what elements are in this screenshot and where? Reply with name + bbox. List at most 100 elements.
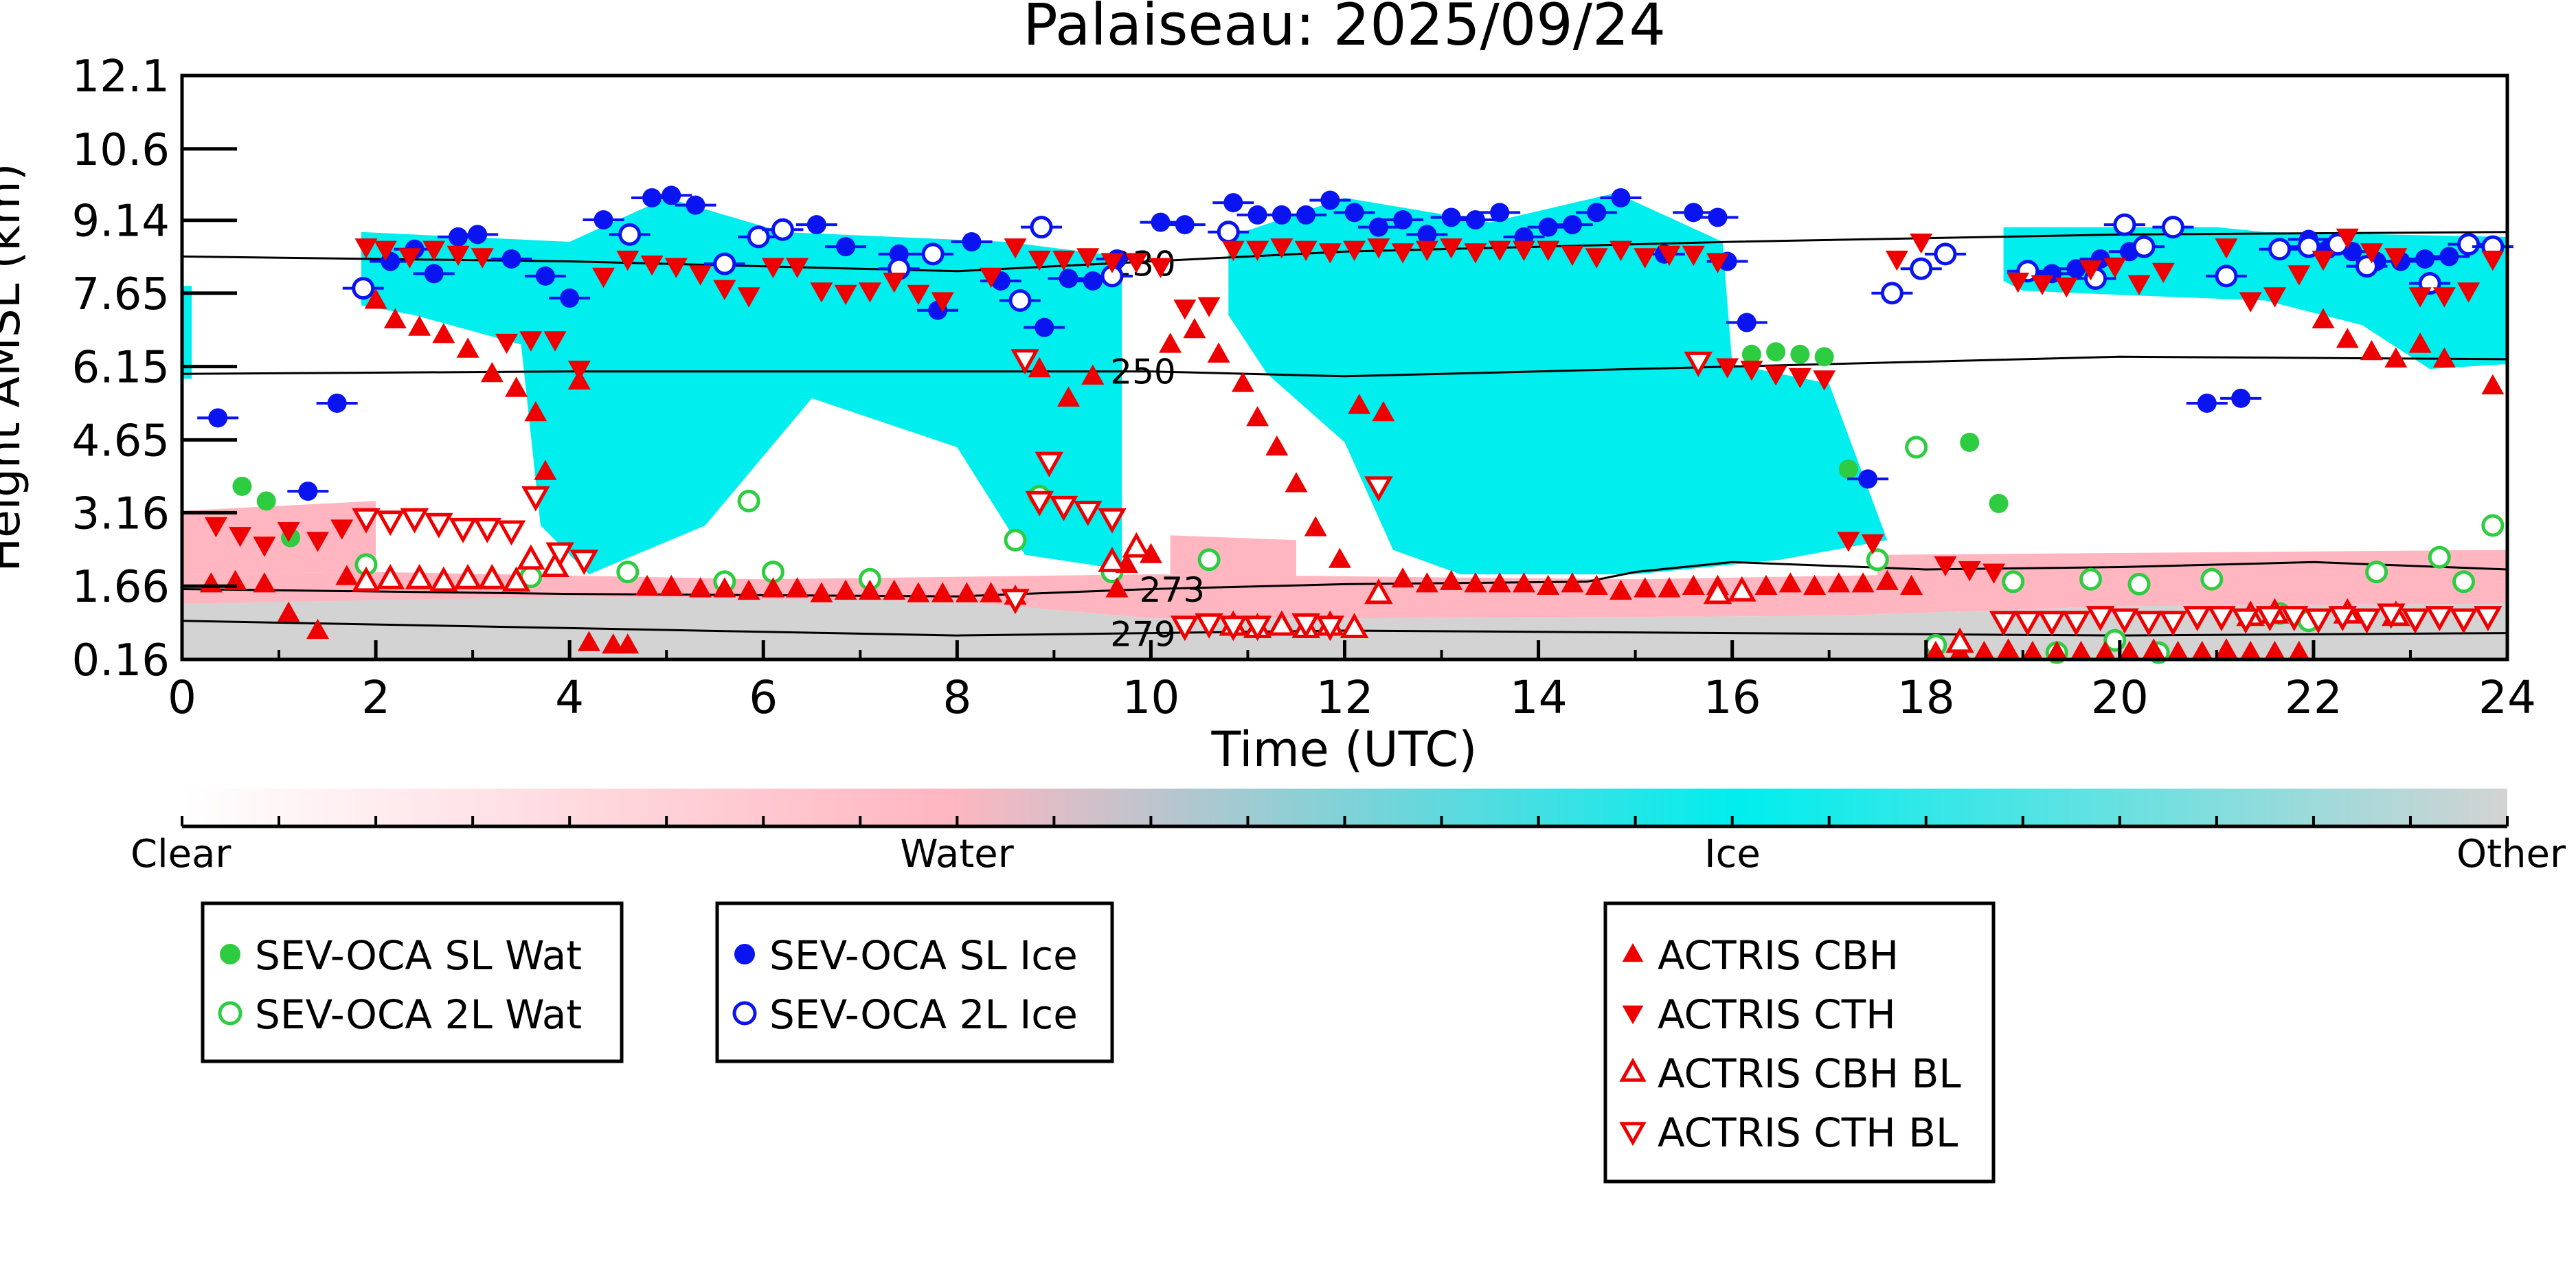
data-point bbox=[836, 237, 856, 257]
data-point bbox=[1851, 572, 1875, 593]
colorbar-label-water: Water bbox=[900, 832, 1015, 877]
data-point bbox=[2079, 567, 2103, 591]
data-point bbox=[594, 210, 613, 230]
x-tick-label: 8 bbox=[942, 671, 971, 724]
data-point bbox=[567, 361, 591, 381]
data-point bbox=[2377, 603, 2406, 629]
data-point bbox=[1441, 207, 1461, 227]
y-axis: 0.16 1.66 3.16 4.65 6.15 7.65 9.14 10.6 12.1 bbox=[72, 52, 237, 686]
data-point bbox=[2263, 287, 2286, 308]
data-point bbox=[1945, 627, 1974, 653]
legend-label: ACTRIS CTH bbox=[1658, 991, 1896, 1038]
data-point bbox=[2197, 393, 2217, 413]
data-point bbox=[1052, 250, 1075, 271]
data-point bbox=[1025, 490, 1054, 517]
data-point bbox=[1934, 556, 1957, 577]
data-point bbox=[497, 520, 526, 546]
data-point bbox=[256, 491, 276, 511]
legend-frame bbox=[715, 901, 1114, 1063]
data-point bbox=[1609, 240, 1632, 261]
data-point bbox=[1125, 253, 1148, 273]
x-tick-label: 14 bbox=[1510, 671, 1568, 724]
data-point bbox=[931, 292, 954, 313]
data-point bbox=[1291, 613, 1320, 639]
data-point bbox=[545, 542, 574, 568]
data-point bbox=[1247, 205, 1267, 225]
y-tick-label: 3.16 bbox=[72, 488, 170, 539]
data-point bbox=[806, 215, 826, 235]
data-point bbox=[2086, 606, 2115, 631]
data-point bbox=[477, 563, 507, 589]
legend-marker bbox=[1622, 942, 1644, 962]
legend-label: ACTRIS CBH BL bbox=[1658, 1050, 1961, 1097]
data-point bbox=[2425, 606, 2454, 631]
data-point bbox=[1340, 613, 1369, 638]
data-point bbox=[208, 408, 228, 428]
data-point bbox=[2287, 640, 2311, 662]
data-point bbox=[400, 508, 429, 534]
data-point bbox=[449, 517, 477, 543]
data-point bbox=[2151, 262, 2175, 283]
data-point bbox=[2365, 561, 2388, 584]
data-point bbox=[1057, 386, 1080, 407]
data-point bbox=[1703, 578, 1732, 605]
y-tick-label: 10.6 bbox=[72, 125, 170, 176]
y-axis-label: Height AMSL (km) bbox=[0, 163, 30, 572]
y-tick-label: 6.15 bbox=[72, 343, 170, 394]
data-point bbox=[747, 225, 770, 249]
data-point bbox=[471, 248, 494, 269]
data-point bbox=[2103, 258, 2127, 278]
data-point bbox=[1464, 572, 1487, 593]
data-point bbox=[424, 264, 444, 284]
data-point bbox=[1634, 248, 1657, 269]
series-actris-cth bbox=[204, 228, 2505, 584]
data-point bbox=[2127, 275, 2151, 295]
data-point bbox=[2007, 272, 2030, 293]
data-point bbox=[2360, 340, 2383, 361]
data-point bbox=[786, 258, 809, 278]
data-point bbox=[1098, 547, 1127, 572]
data-point bbox=[524, 401, 547, 422]
data-point bbox=[1905, 436, 1928, 459]
data-point bbox=[1049, 495, 1078, 521]
data-point bbox=[659, 574, 683, 595]
data-point bbox=[398, 248, 421, 269]
data-point bbox=[1030, 216, 1053, 239]
y-tick-label: 12.1 bbox=[72, 52, 170, 102]
data-point bbox=[447, 245, 470, 267]
data-point bbox=[534, 460, 557, 480]
data-point bbox=[543, 331, 567, 352]
data-point bbox=[1272, 205, 1291, 225]
data-point bbox=[1391, 243, 1414, 264]
data-point bbox=[1344, 203, 1364, 223]
data-point bbox=[376, 510, 405, 536]
colorbar-label-other: Other bbox=[2456, 832, 2566, 877]
data-point bbox=[2167, 640, 2189, 662]
data-point bbox=[1105, 577, 1129, 598]
data-point bbox=[1364, 476, 1393, 502]
x-tick-label: 24 bbox=[2478, 671, 2536, 724]
data-point bbox=[689, 577, 712, 598]
data-point bbox=[2457, 282, 2481, 303]
data-point bbox=[1328, 547, 1351, 568]
data-point bbox=[253, 536, 276, 557]
data-point bbox=[1081, 364, 1105, 385]
data-point bbox=[618, 223, 642, 246]
colorbar-label-ice: Ice bbox=[1704, 832, 1761, 877]
legend-marker bbox=[732, 1001, 757, 1026]
data-point bbox=[1585, 248, 1608, 269]
colorbar-ticks bbox=[181, 816, 2509, 826]
data-point bbox=[1391, 567, 1414, 588]
ice-region-morning bbox=[361, 198, 1122, 575]
data-point bbox=[1858, 469, 1878, 489]
x-tick-label: 20 bbox=[2091, 671, 2149, 724]
data-point bbox=[352, 566, 381, 592]
data-point bbox=[1682, 245, 1705, 267]
data-point bbox=[955, 582, 978, 602]
data-point bbox=[2094, 640, 2117, 662]
data-point bbox=[1294, 240, 1318, 261]
x-tick-label: 22 bbox=[2285, 671, 2342, 724]
data-point bbox=[2352, 608, 2382, 634]
data-point bbox=[2079, 260, 2102, 281]
